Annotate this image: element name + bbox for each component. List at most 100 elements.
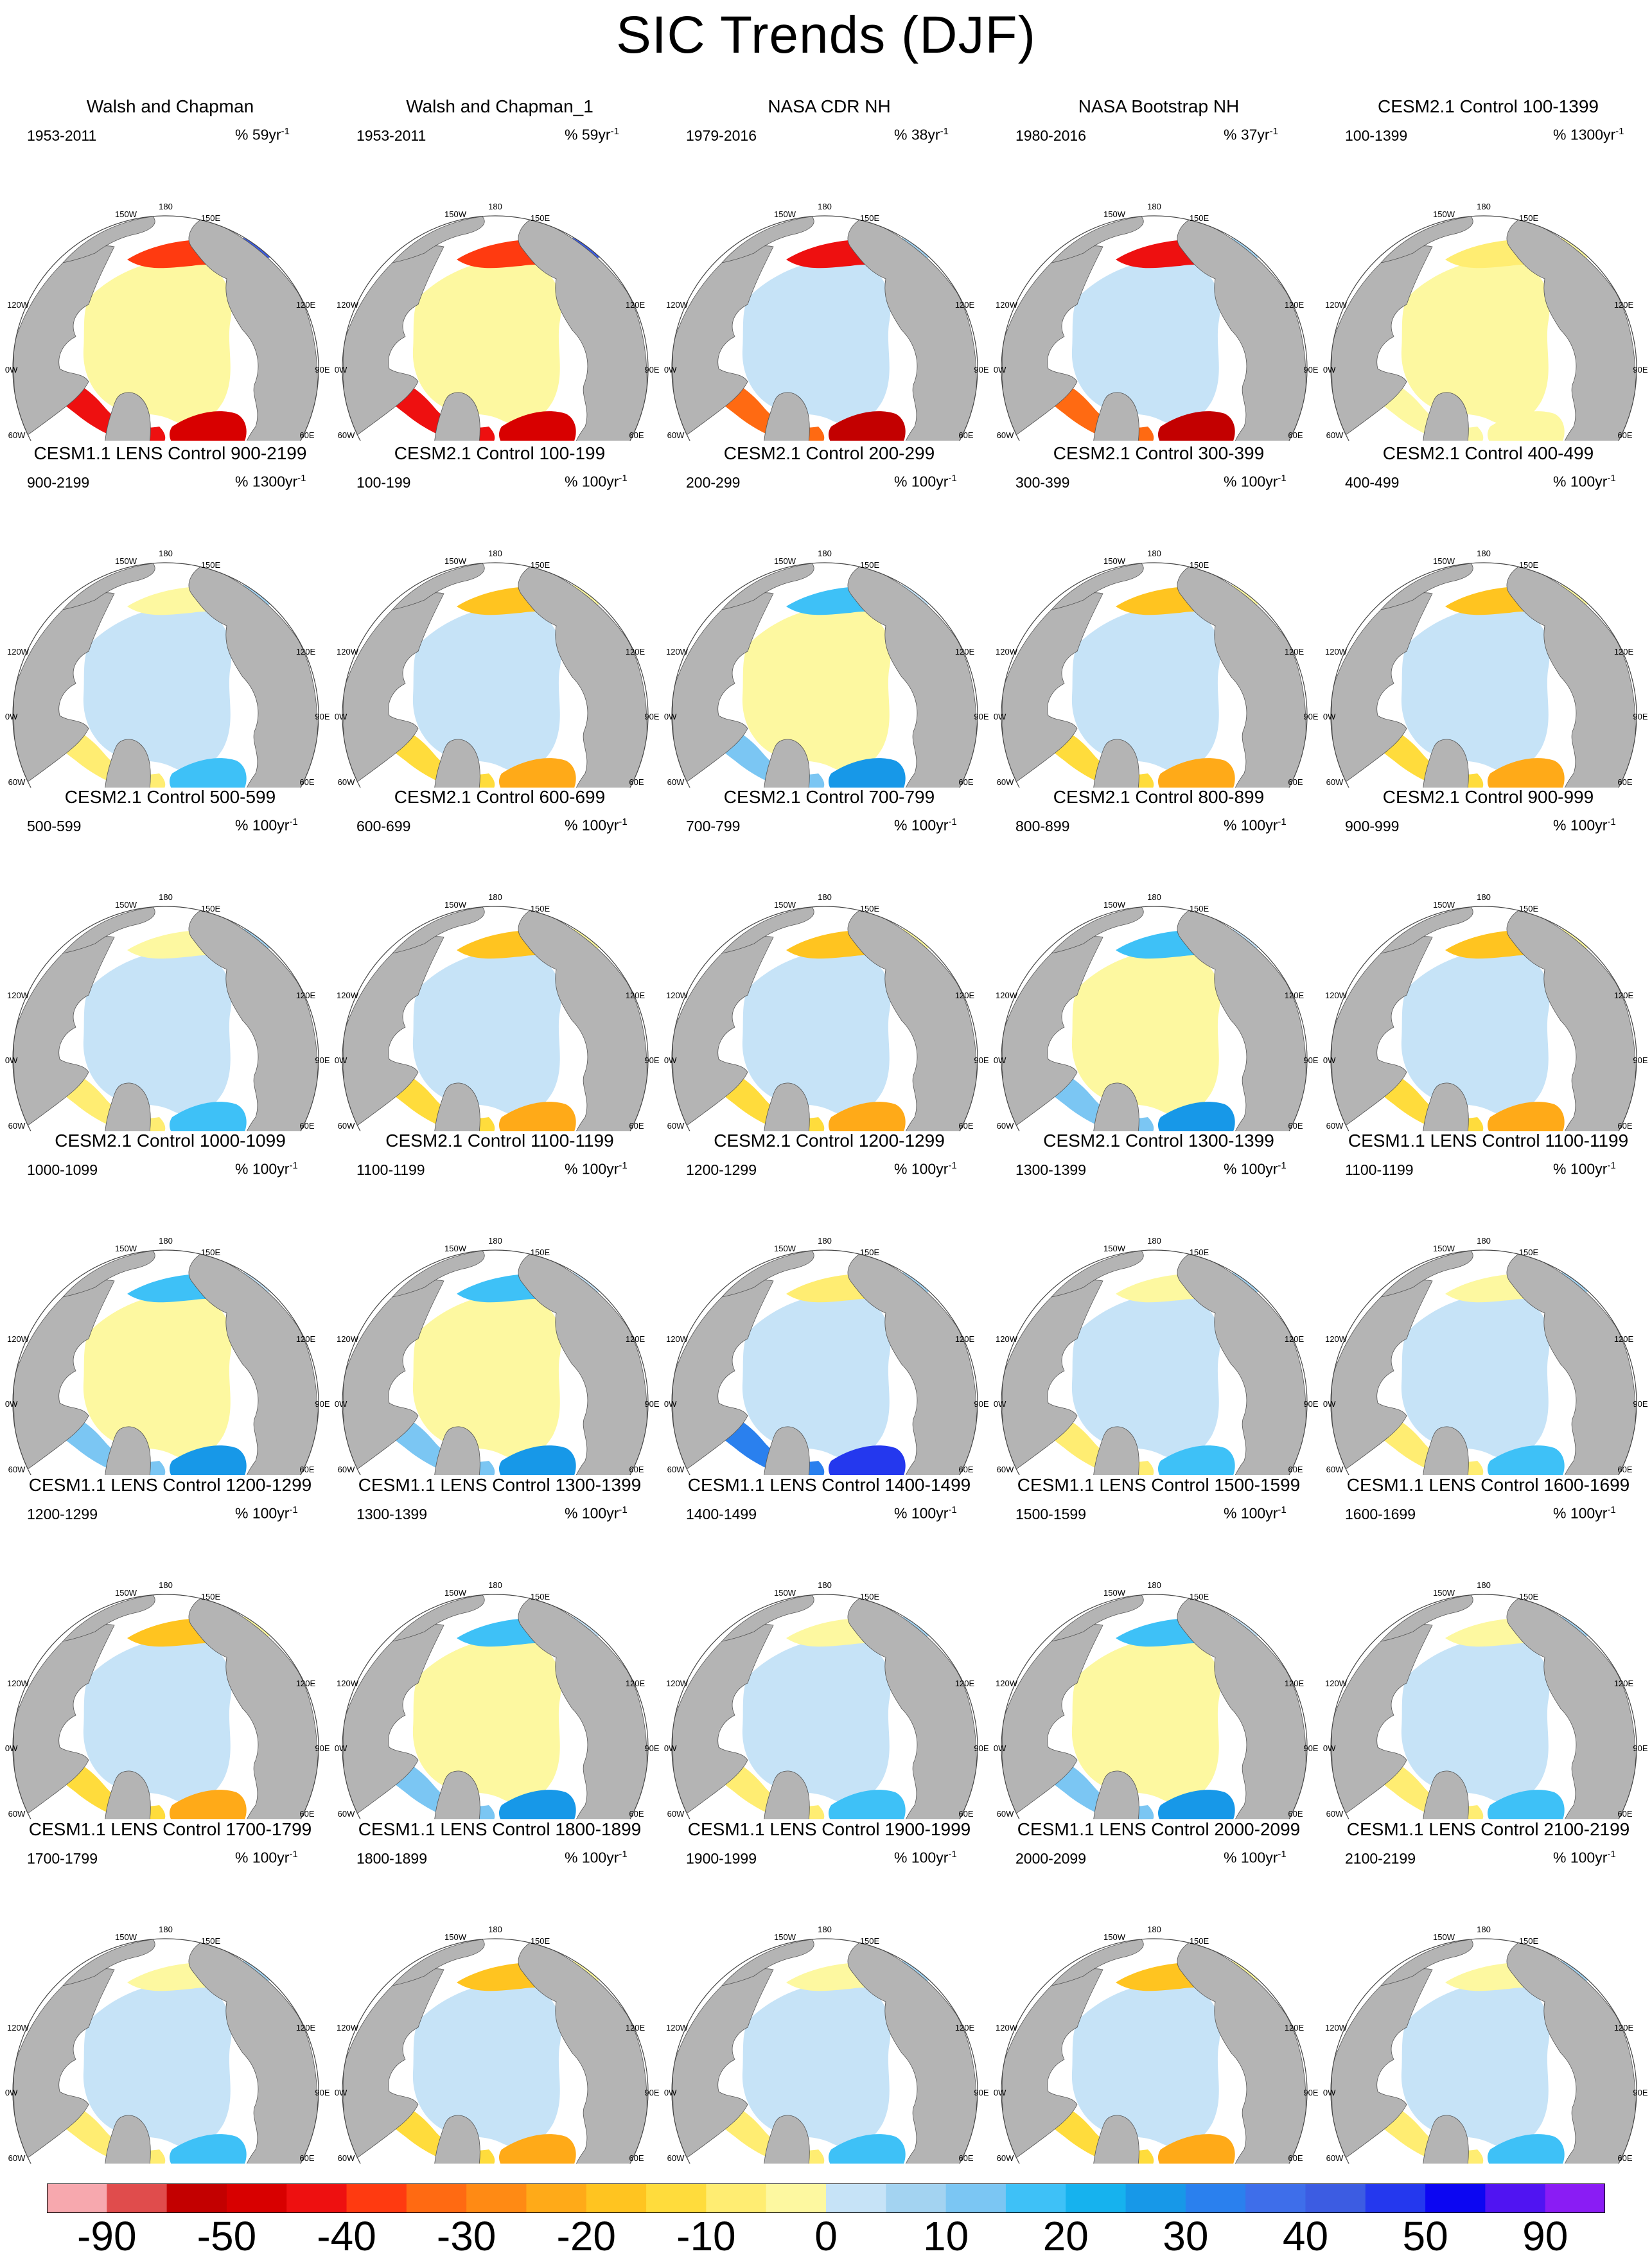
map-panel: NASA CDR NH 1979-2016 % 38yr-1 180 150W 150E 1… (664, 96, 994, 441)
panel-title: CESM1.1 LENS Control 1800-1899 (358, 1819, 642, 1839)
land-mass (1422, 392, 1469, 441)
land-mass (721, 563, 814, 610)
land-mass (188, 564, 318, 788)
land-mass (1422, 739, 1469, 788)
longitude-label: 180 (159, 892, 173, 902)
map-panel: Walsh and Chapman_1 1953-2011 % 59yr-1 180 1… (335, 96, 665, 441)
land-mass (1093, 1770, 1139, 1819)
panel-units: % 100yr-1 (1553, 473, 1616, 491)
panel-title: CESM1.1 LENS Control 1400-1499 (687, 1475, 971, 1495)
sea-ice-trend-region (1158, 411, 1235, 441)
units-exponent: -1 (1278, 1849, 1287, 1860)
units-exponent: -1 (948, 1504, 957, 1515)
panel-period: 1979-2016 (686, 127, 757, 144)
longitude-label: 90W (1323, 1055, 1336, 1065)
land-mass (721, 1250, 814, 1298)
polar-map: 180150W150E120W120E90W90E60W60E30W30E0 (5, 1925, 330, 2164)
longitude-label: 90E (315, 365, 330, 375)
land-mass (518, 564, 647, 788)
sea-ice-trend-region (412, 1637, 561, 1803)
panel-title: CESM1.1 LENS Control 1200-1299 (28, 1475, 312, 1495)
polar-map: 180150W150E120W120E90W90E60W60E30W30E0 (335, 1580, 660, 1819)
panel-title: CESM2.1 Control 1200-1299 (714, 1131, 945, 1151)
panel-period: 1953-2011 (27, 127, 97, 144)
sea-ice-trend-region (1071, 1982, 1220, 2148)
longitude-label: 120E (1614, 991, 1634, 1000)
longitude-label: 150E (1190, 904, 1209, 913)
longitude-label: 120W (996, 647, 1018, 657)
land-mass (763, 1082, 810, 1131)
map-boundary (1330, 1249, 1637, 1475)
longitude-label: 180 (159, 1580, 173, 1590)
land-mass (1506, 1251, 1636, 1475)
land-mass (721, 216, 814, 263)
longitude-label: 60E (299, 777, 314, 787)
sea-ice-trend-region (499, 2134, 576, 2164)
land-mass (1177, 217, 1306, 441)
longitude-label: 150W (115, 556, 137, 566)
units-text: % 100yr (894, 816, 949, 834)
longitude-label: 120W (337, 300, 359, 310)
colorbar-swatch (47, 2183, 107, 2213)
land-mass (721, 1594, 814, 1642)
sea-ice-trend-region (1401, 1982, 1550, 2148)
map-panel: CESM2.1 Control 800-899 800-899 % 100yr-1 1… (994, 787, 1324, 1131)
polar-map: 180150W150E120W120E90W90E60W60E30W30E0 (335, 1925, 660, 2164)
longitude-label: 150E (860, 1936, 880, 1946)
longitude-label: 60W (1326, 2153, 1344, 2163)
longitude-label: 60E (958, 430, 973, 440)
longitude-label: 180 (1147, 892, 1161, 902)
units-text: % 100yr (1553, 1160, 1608, 1178)
longitude-label: 150W (1103, 900, 1126, 910)
panel-units: % 100yr-1 (1224, 1160, 1287, 1178)
land-mass (62, 1250, 155, 1298)
land-mass (104, 1426, 151, 1475)
longitude-label: 180 (1477, 202, 1491, 211)
longitude-label: 120W (996, 991, 1018, 1000)
units-exponent: -1 (948, 1160, 957, 1171)
map-panel: NASA Bootstrap NH 1980-2016 % 37yr-1 180 150… (994, 96, 1324, 441)
units-text: % 100yr (1224, 473, 1278, 490)
land-mass (188, 1940, 318, 2164)
land-mass (104, 739, 151, 788)
longitude-label: 90W (1323, 2088, 1336, 2097)
units-text: % 100yr (235, 1504, 290, 1522)
panel-units: % 59yr-1 (565, 126, 619, 144)
land-mass (1177, 908, 1306, 1131)
panel-title: NASA CDR NH (768, 96, 891, 116)
longitude-label: 90W (5, 2088, 18, 2097)
map-boundary (342, 1249, 649, 1475)
longitude-label: 90W (335, 2088, 347, 2097)
longitude-label: 180 (488, 202, 502, 211)
sea-ice-trend-region (742, 606, 891, 772)
longitude-label: 120W (7, 2023, 30, 2033)
longitude-label: 90W (5, 1399, 18, 1409)
sea-ice-trend-region (829, 411, 906, 441)
land-mass (518, 1596, 647, 1819)
longitude-label: 90W (664, 1399, 677, 1409)
land-mass (391, 906, 485, 954)
units-exponent: -1 (619, 1160, 628, 1171)
longitude-label: 150E (1190, 1592, 1209, 1601)
panel-period: 1400-1499 (686, 1506, 757, 1522)
longitude-label: 60E (958, 777, 973, 787)
longitude-label: 120W (7, 647, 30, 657)
map-panel: CESM2.1 Control 1100-1199 1100-1199 % 100y… (335, 1131, 665, 1475)
colorbar-tick-label: 90 (1522, 2213, 1569, 2259)
colorbar-swatch (1365, 2183, 1426, 2213)
longitude-label: 120E (1285, 1334, 1305, 1344)
longitude-label: 150W (1103, 556, 1126, 566)
longitude-label: 60W (667, 430, 685, 440)
land-mass (847, 1251, 977, 1475)
sea-ice-trend-region (170, 1445, 247, 1475)
panel-units: % 100yr-1 (1224, 1849, 1287, 1867)
units-exponent: -1 (289, 1504, 298, 1515)
longitude-label: 120W (666, 991, 689, 1000)
land-mass (104, 1770, 151, 1819)
land-mass (391, 563, 485, 610)
polar-map: 180150W150E120W120E90W90E60W60E30W30E0 (1323, 1925, 1648, 2164)
units-exponent: -1 (281, 126, 290, 137)
land-mass (847, 1940, 977, 2164)
panel-period: 900-999 (1345, 818, 1400, 834)
longitude-label: 180 (1477, 1925, 1491, 1934)
